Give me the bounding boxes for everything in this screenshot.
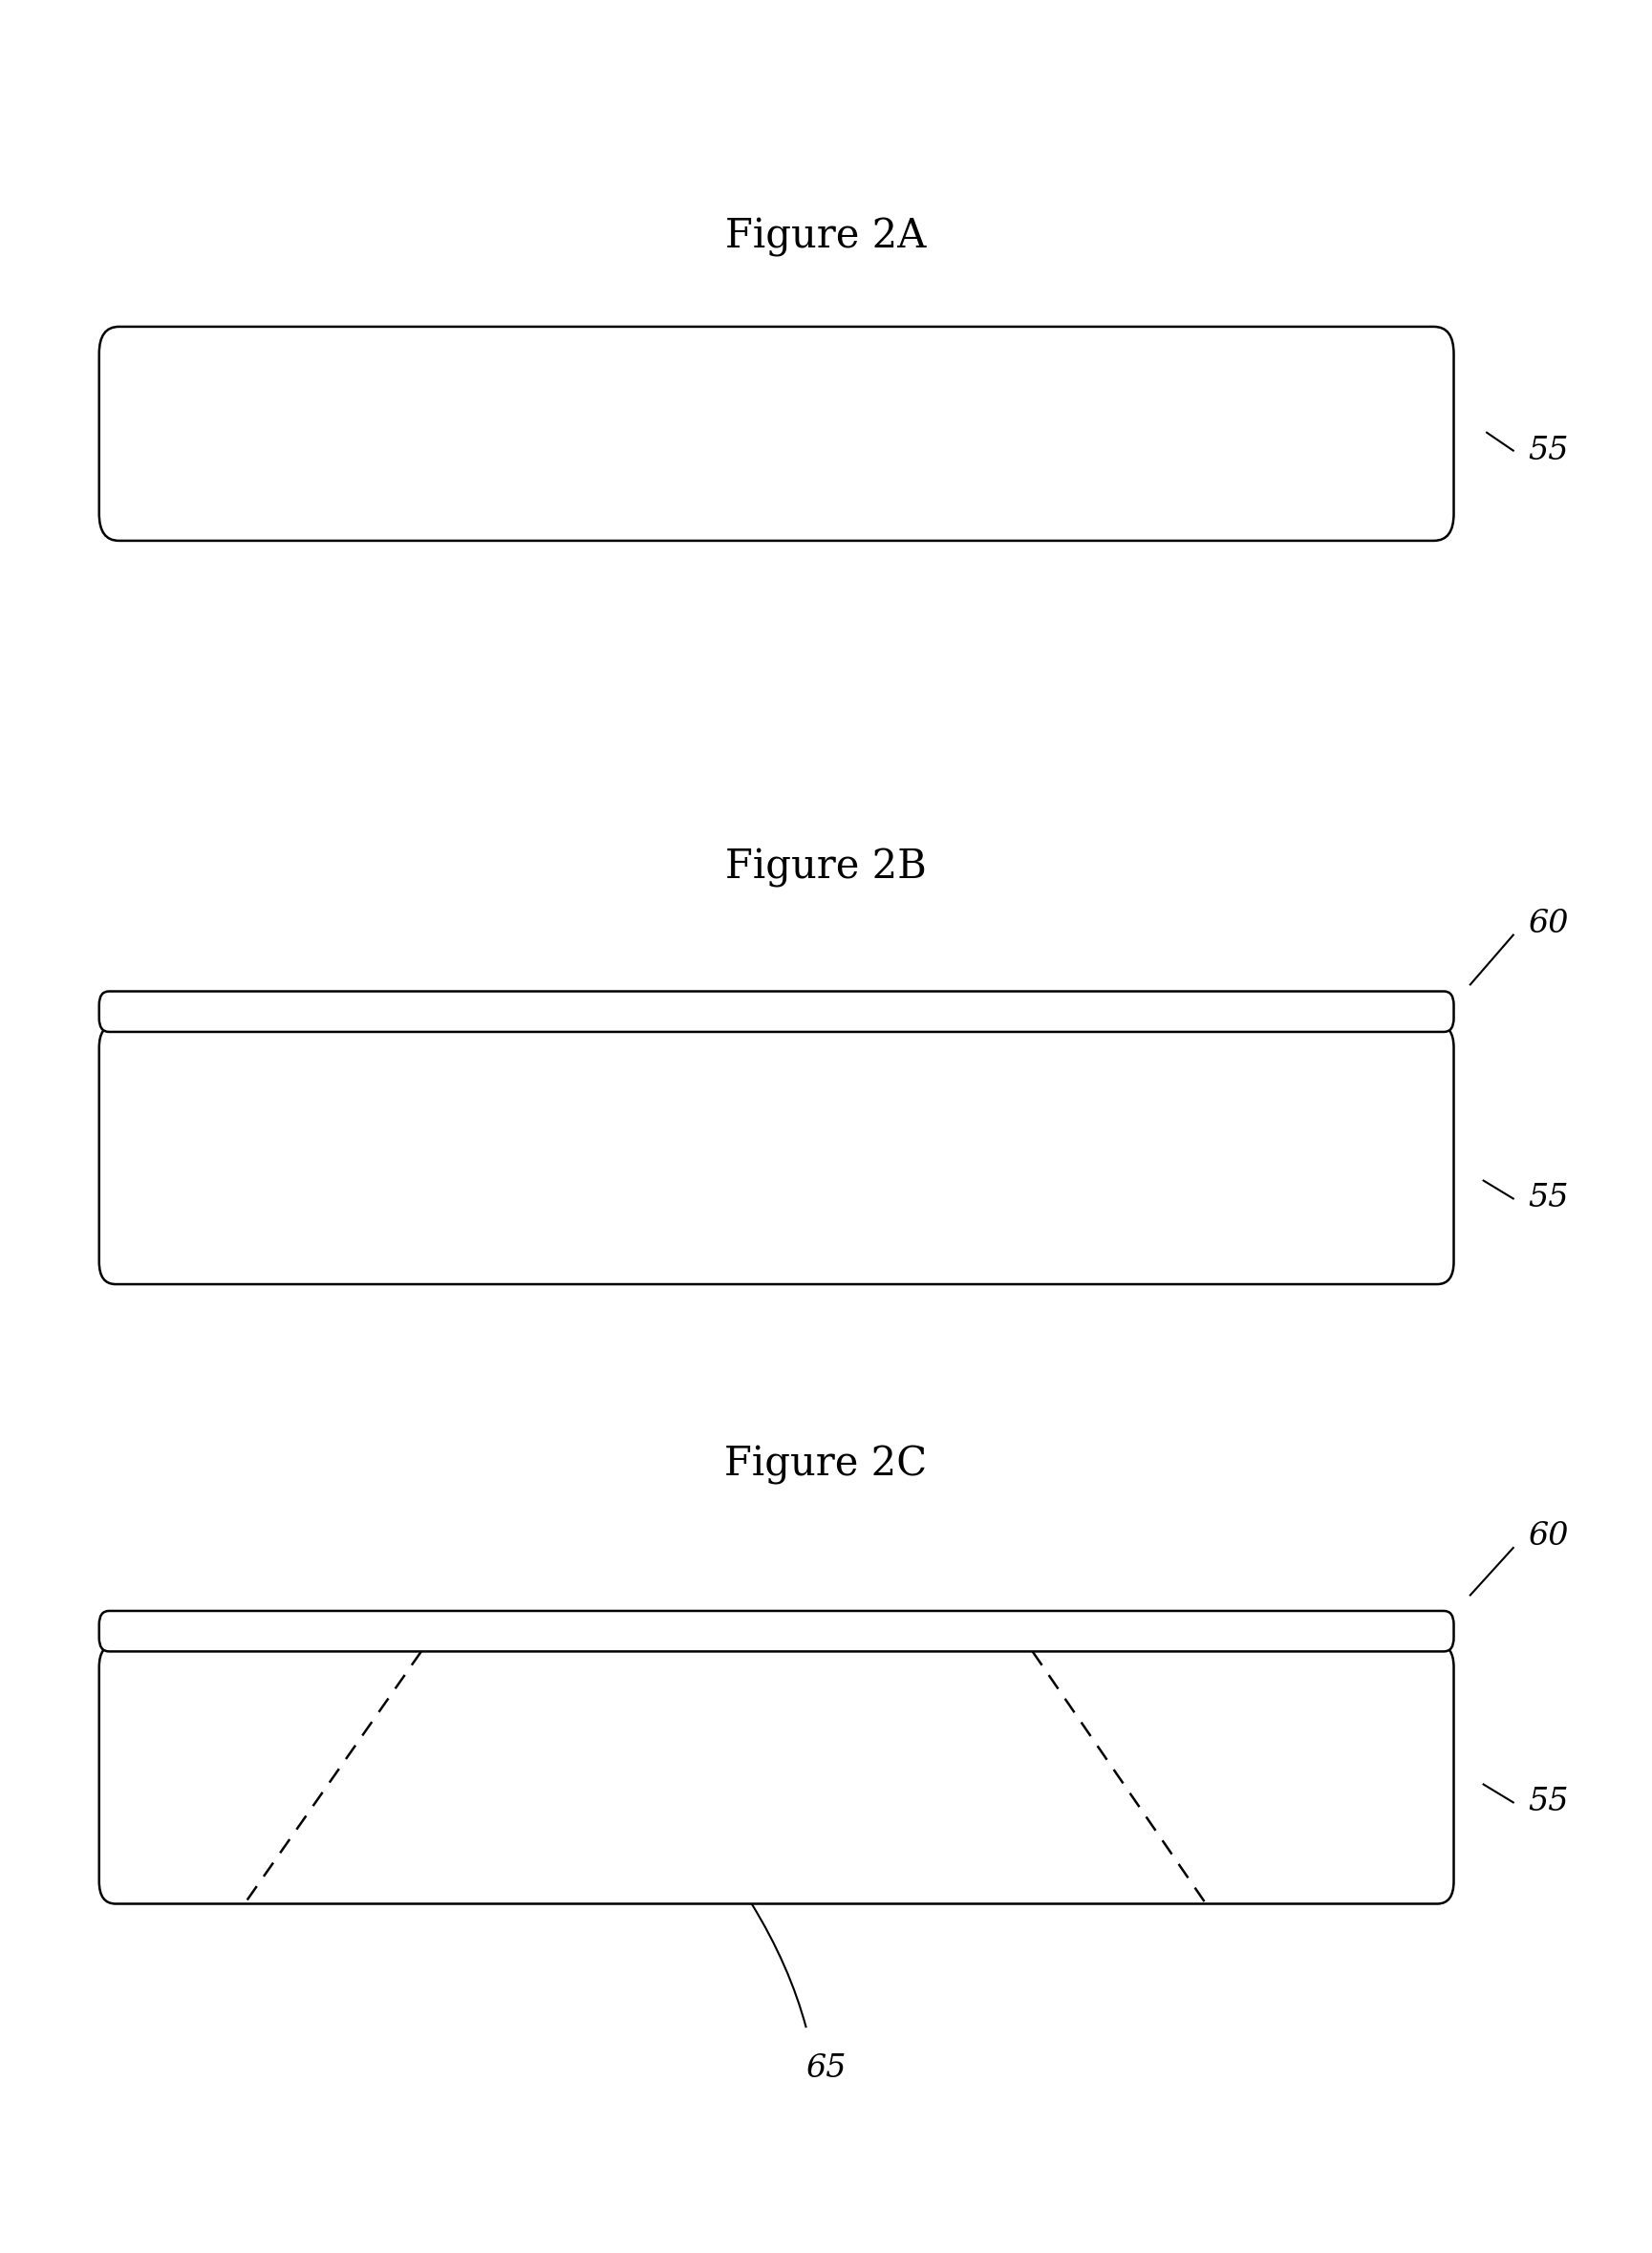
Text: 55: 55 bbox=[1528, 1183, 1569, 1214]
Text: 60: 60 bbox=[1528, 1521, 1569, 1552]
Text: 60: 60 bbox=[1528, 908, 1569, 940]
Text: 55: 55 bbox=[1528, 1787, 1569, 1818]
Text: 55: 55 bbox=[1528, 435, 1569, 466]
FancyBboxPatch shape bbox=[99, 1645, 1454, 1904]
Text: Figure 2A: Figure 2A bbox=[725, 216, 927, 257]
Text: Figure 2B: Figure 2B bbox=[725, 847, 927, 888]
Text: Figure 2C: Figure 2C bbox=[725, 1444, 927, 1485]
FancyBboxPatch shape bbox=[99, 1025, 1454, 1284]
FancyBboxPatch shape bbox=[99, 1611, 1454, 1651]
FancyBboxPatch shape bbox=[99, 991, 1454, 1032]
FancyBboxPatch shape bbox=[99, 327, 1454, 541]
Text: 65: 65 bbox=[806, 2052, 846, 2084]
